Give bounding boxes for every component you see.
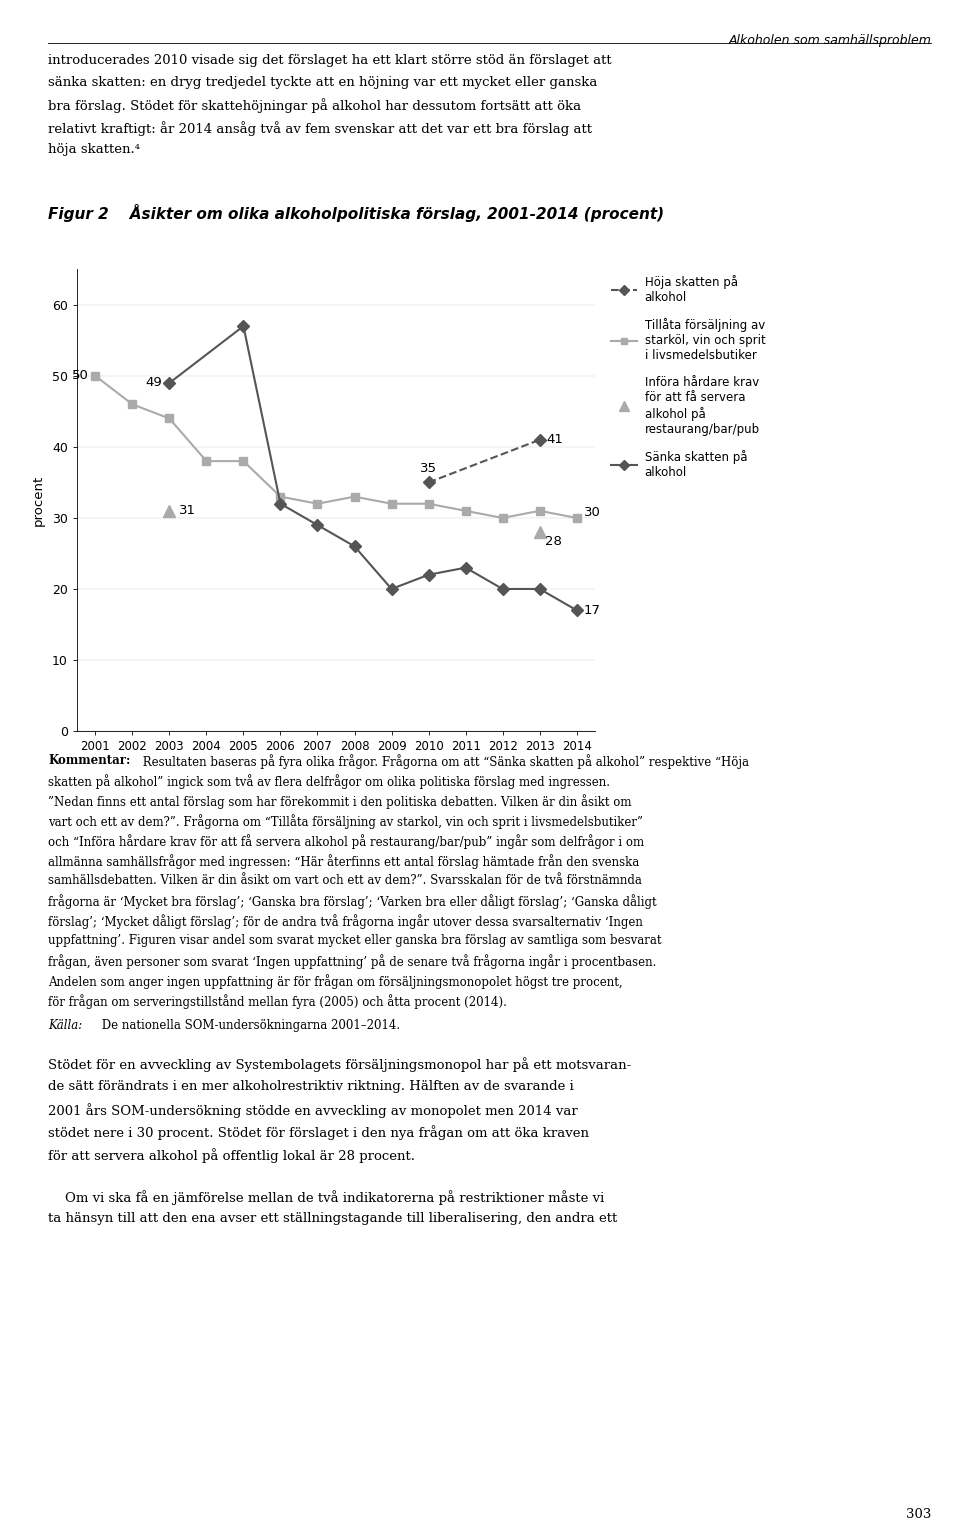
- Text: Stödet för en avveckling av Systembolagets försäljningsmonopol har på ett motsva: Stödet för en avveckling av Systembolage…: [48, 1057, 632, 1073]
- Text: 35: 35: [420, 463, 437, 476]
- Text: ta hänsyn till att den ena avser ett ställningstagande till liberalisering, den : ta hänsyn till att den ena avser ett stä…: [48, 1213, 617, 1225]
- Text: och “Införa hårdare krav för att få servera alkohol på restaurang/bar/pub” ingår: och “Införa hårdare krav för att få serv…: [48, 834, 644, 850]
- Text: 2001 års SOM-undersökning stödde en avveckling av monopolet men 2014 var: 2001 års SOM-undersökning stödde en avve…: [48, 1103, 578, 1117]
- Text: allmänna samhällsfrågor med ingressen: “Här återfinns ett antal förslag hämtade : allmänna samhällsfrågor med ingressen: “…: [48, 854, 639, 870]
- Text: Figur 2    Åsikter om olika alkoholpolitiska förslag, 2001-2014 (procent): Figur 2 Åsikter om olika alkoholpolitisk…: [48, 205, 664, 222]
- Text: De nationella SOM-undersökningarna 2001–2014.: De nationella SOM-undersökningarna 2001–…: [98, 1019, 400, 1031]
- Text: Om vi ska få en jämförelse mellan de två indikatorerna på restriktioner måste vi: Om vi ska få en jämförelse mellan de två…: [48, 1190, 604, 1205]
- Text: stödet nere i 30 procent. Stödet för förslaget i den nya frågan om att öka krave: stödet nere i 30 procent. Stödet för för…: [48, 1125, 589, 1140]
- Text: ”Nedan finns ett antal förslag som har förekommit i den politiska debatten. Vilk: ”Nedan finns ett antal förslag som har f…: [48, 794, 632, 810]
- Text: Kommentar:: Kommentar:: [48, 754, 131, 766]
- Text: uppfattning’. Figuren visar andel som svarat mycket eller ganska bra förslag av : uppfattning’. Figuren visar andel som sv…: [48, 934, 661, 946]
- Text: vart och ett av dem?”. Frågorna om “Tillåta försäljning av starkol, vin och spri: vart och ett av dem?”. Frågorna om “Till…: [48, 814, 643, 830]
- Text: 17: 17: [584, 603, 601, 617]
- Text: skatten på alkohol” ingick som två av flera delfrågor om olika politiska förslag: skatten på alkohol” ingick som två av fl…: [48, 774, 610, 790]
- Text: 50: 50: [71, 369, 88, 382]
- Text: relativt kraftigt: år 2014 ansåg två av fem svenskar att det var ett bra förslag: relativt kraftigt: år 2014 ansåg två av …: [48, 122, 592, 135]
- Text: Källa:: Källa:: [48, 1019, 83, 1031]
- Text: för att servera alkohol på offentlig lokal är 28 procent.: för att servera alkohol på offentlig lok…: [48, 1148, 415, 1163]
- Y-axis label: procent: procent: [32, 474, 45, 526]
- Text: samhällsdebatten. Vilken är din åsikt om vart och ett av dem?”. Svarsskalan för : samhällsdebatten. Vilken är din åsikt om…: [48, 874, 642, 886]
- Text: Alkoholen som samhällsproblem: Alkoholen som samhällsproblem: [729, 34, 931, 46]
- Text: introducerades 2010 visade sig det förslaget ha ett klart större stöd än förslag: introducerades 2010 visade sig det försl…: [48, 54, 612, 66]
- Text: Andelen som anger ingen uppfattning är för frågan om försäljningsmonopolet högst: Andelen som anger ingen uppfattning är f…: [48, 974, 623, 990]
- Text: för frågan om serveringstillstånd mellan fyra (2005) och åtta procent (2014).: för frågan om serveringstillstånd mellan…: [48, 994, 507, 1010]
- Text: förslag’; ‘Mycket dåligt förslag’; för de andra två frågorna ingår utover dessa : förslag’; ‘Mycket dåligt förslag’; för d…: [48, 914, 643, 930]
- Text: de sätt förändrats i en mer alkoholrestriktiv riktning. Hälften av de svarande i: de sätt förändrats i en mer alkoholrestr…: [48, 1080, 574, 1093]
- Text: 30: 30: [584, 506, 601, 519]
- Text: frågorna är ‘Mycket bra förslag’; ‘Ganska bra förslag’; ‘Varken bra eller dåligt: frågorna är ‘Mycket bra förslag’; ‘Gansk…: [48, 894, 657, 910]
- Legend: Höja skatten på
alkohol, Tillåta försäljning av
starköl, vin och sprit
i livsmed: Höja skatten på alkohol, Tillåta försälj…: [612, 275, 765, 479]
- Text: Resultaten baseras på fyra olika frågor. Frågorna om att “Sänka skatten på alkoh: Resultaten baseras på fyra olika frågor.…: [139, 754, 749, 770]
- Text: bra förslag. Stödet för skattehöjningar på alkohol har dessutom fortsätt att öka: bra förslag. Stödet för skattehöjningar …: [48, 98, 581, 114]
- Text: 49: 49: [146, 377, 162, 389]
- Text: 41: 41: [546, 434, 564, 446]
- Text: frågan, även personer som svarat ‘Ingen uppfattning’ på de senare två frågorna i: frågan, även personer som svarat ‘Ingen …: [48, 954, 657, 970]
- Text: sänka skatten: en dryg tredjedel tyckte att en höjning var ett mycket eller gans: sänka skatten: en dryg tredjedel tyckte …: [48, 75, 597, 89]
- Text: 31: 31: [180, 505, 196, 517]
- Text: höja skatten.⁴: höja skatten.⁴: [48, 143, 140, 155]
- Text: 303: 303: [906, 1508, 931, 1521]
- Text: 28: 28: [545, 536, 563, 548]
